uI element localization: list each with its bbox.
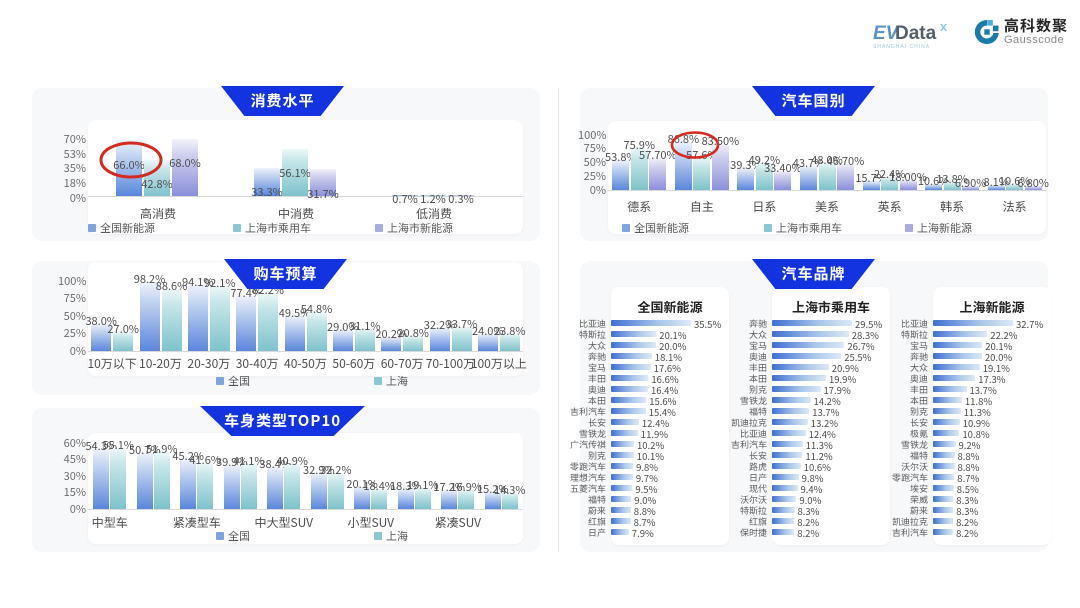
svg-text:x: x (940, 19, 948, 34)
svg-text:Data: Data (895, 23, 937, 44)
svg-text:SHANGHAI CHINA: SHANGHAI CHINA (873, 44, 930, 50)
